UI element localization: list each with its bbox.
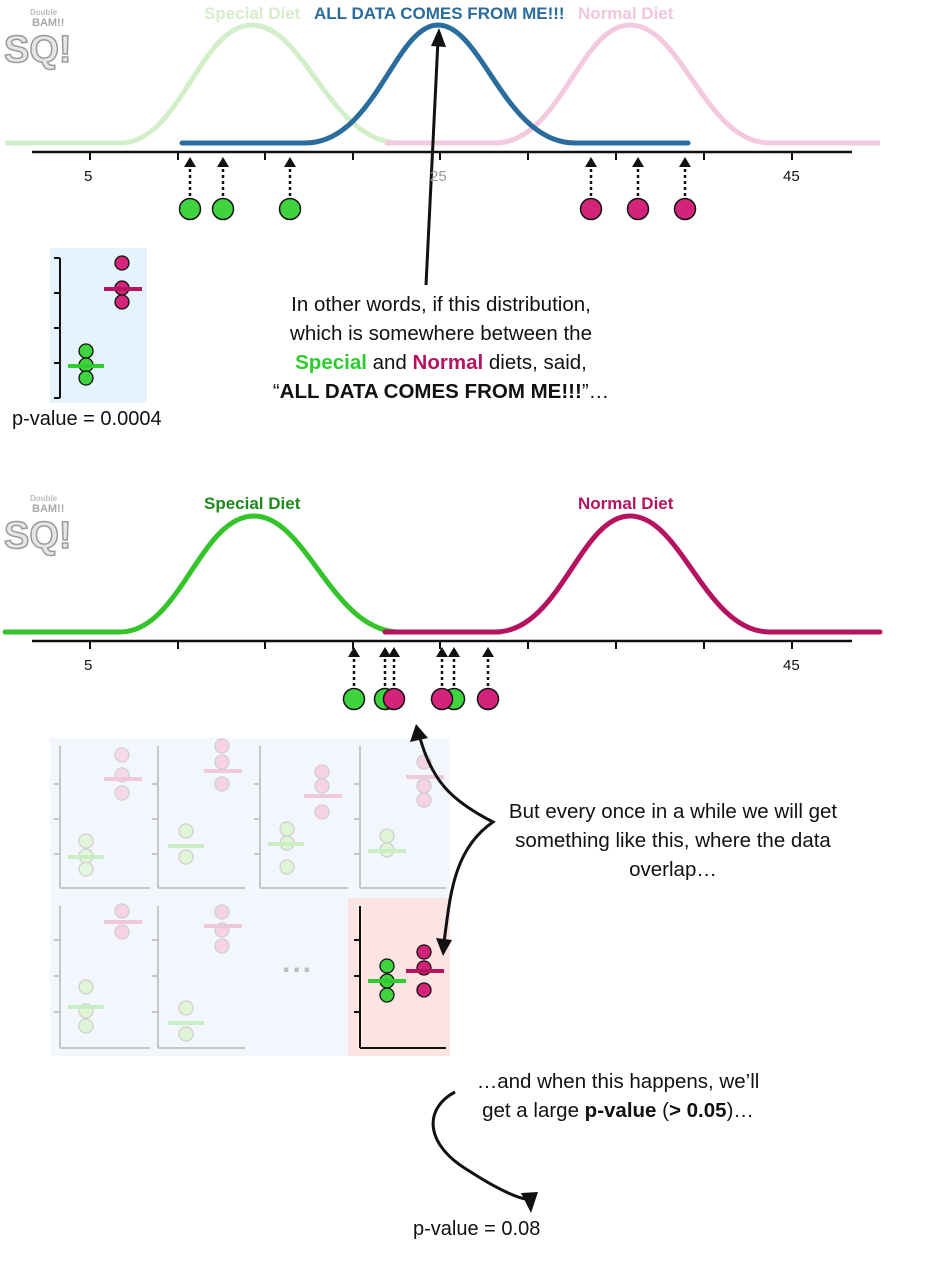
special-diet-curve	[2, 513, 503, 635]
bottom-tick-label-5: 5	[84, 657, 93, 674]
top-tick-label-5: 5	[84, 168, 93, 185]
bottom-axis-ticks	[89, 641, 793, 649]
bottom-normal-points	[382, 687, 500, 711]
highlighted-sample-plot	[354, 906, 446, 1049]
svg-text:SQ!: SQ!	[4, 29, 72, 71]
pvalue-pointer-arrow	[431, 1090, 532, 1201]
svg-text:SQ!: SQ!	[4, 515, 72, 557]
top-special-diet-label: Special Diet	[204, 4, 301, 23]
statquest-logo-top: Double BAM!! SQ!	[3, 4, 76, 74]
svg-text:BAM!!: BAM!!	[32, 17, 64, 29]
top-tick-label-45: 45	[783, 168, 800, 185]
top-pvalue-panel	[50, 248, 147, 403]
top-normal-points	[579, 197, 697, 221]
more-samples-ellipsis: ...	[282, 946, 314, 979]
top-pvalue-axis	[54, 257, 61, 399]
overlap-pointer-arrow-head-bottom	[436, 938, 452, 956]
bottom-data-arrows	[352, 656, 490, 686]
highlighted-sample-panel	[348, 898, 450, 1056]
bottom-panel	[2, 513, 883, 1213]
svg-text:Double: Double	[30, 8, 58, 17]
bottom-arrow-heads	[348, 647, 494, 657]
top-tick-label-25: 25	[430, 168, 447, 185]
top-data-arrows	[188, 166, 687, 196]
top-pvalue-normal-points	[114, 255, 130, 310]
pvalue-pointer-arrow-head	[521, 1192, 538, 1213]
faded-sample-plot-3	[254, 746, 348, 889]
normal-diet-curve-faded	[385, 22, 880, 146]
top-arrow-heads	[184, 157, 691, 167]
all-data-curve	[179, 22, 691, 146]
bottom-normal-diet-label: Normal Diet	[578, 494, 674, 513]
faded-sample-plot-2	[152, 738, 245, 889]
top-special-points	[178, 197, 302, 221]
bottom-pvalue-text: p-value = 0.08	[413, 1218, 541, 1240]
top-normal-diet-label: Normal Diet	[578, 4, 674, 23]
top-caption: In other words, if this distribution, wh…	[272, 293, 610, 403]
faded-sample-plot-6	[152, 904, 245, 1049]
svg-text:BAM!!: BAM!!	[32, 503, 64, 515]
faded-sample-plot-4	[354, 746, 446, 889]
top-pvalue-text: p-value = 0.0004	[12, 408, 162, 430]
faded-sample-plot-5	[54, 903, 150, 1049]
large-pvalue-caption: …and when this happens, we’ll get a larg…	[476, 1070, 760, 1122]
bottom-special-diet-label: Special Diet	[204, 494, 301, 513]
pointer-arrow	[424, 39, 440, 286]
top-pvalue-special-points	[78, 343, 94, 386]
top-axis-ticks	[89, 152, 793, 160]
overlap-pointer-arrow	[418, 737, 496, 943]
bottom-tick-label-45: 45	[783, 657, 800, 674]
pointer-arrow-head	[431, 28, 446, 47]
overlap-pointer-arrow-head-top	[410, 724, 428, 742]
top-all-data-label: ALL DATA COMES FROM ME!!!	[314, 4, 565, 23]
statquest-logo-bottom: Double BAM!! SQ!	[3, 490, 76, 560]
top-panel	[5, 22, 880, 403]
overlap-caption: But every once in a while we will get so…	[508, 800, 838, 881]
normal-diet-curve	[382, 513, 883, 635]
faded-sample-plot-1	[54, 746, 150, 889]
special-diet-curve-faded	[5, 22, 500, 146]
svg-text:Double: Double	[30, 494, 58, 503]
